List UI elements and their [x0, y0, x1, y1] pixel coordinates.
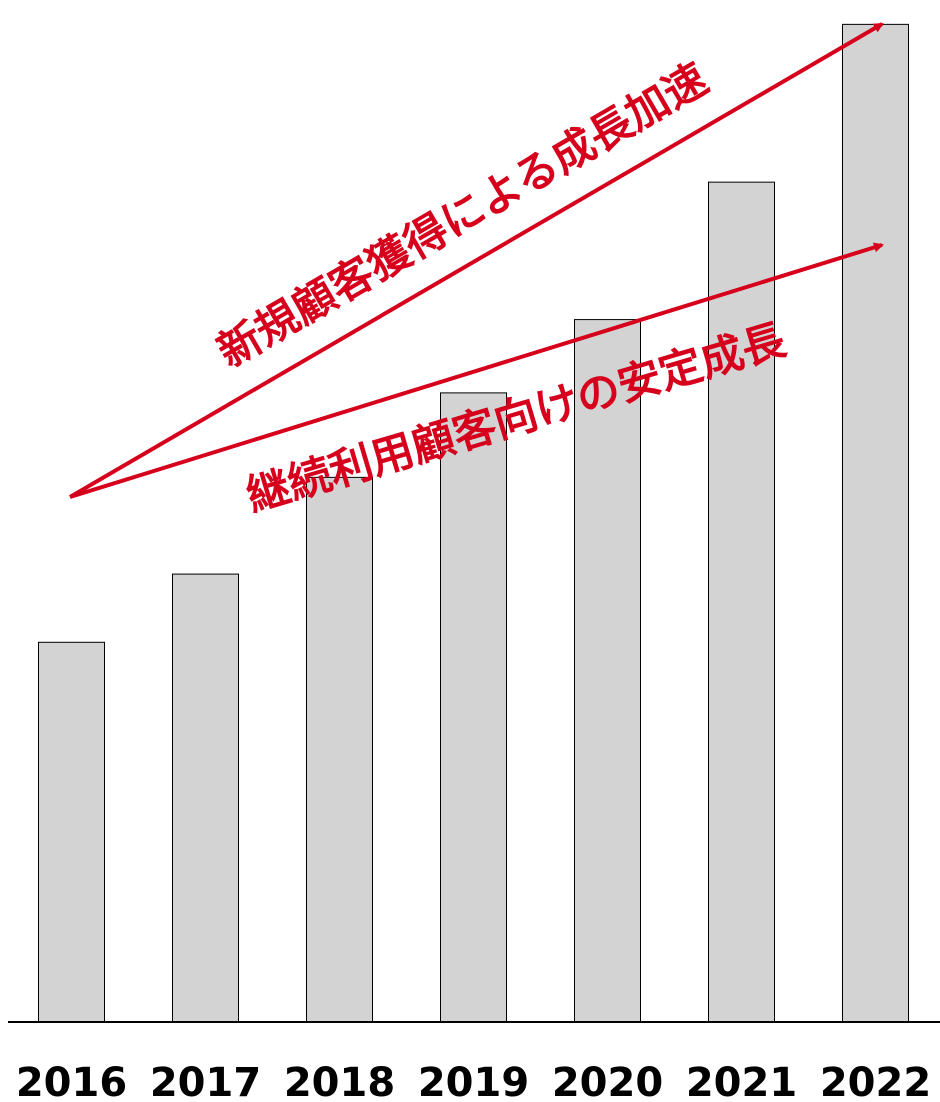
bar-2019: [440, 392, 507, 1023]
x-tick-label-2019: 2019: [418, 1060, 529, 1102]
x-tick-labels: 2016 2017 2018 2019 2020 2021 2022: [16, 1060, 931, 1102]
x-tick-label-2021: 2021: [686, 1060, 797, 1102]
bar-2018: [306, 476, 373, 1023]
bar-2022: [842, 23, 909, 1023]
bar-2020: [574, 319, 641, 1023]
growth-arrow-new-customers: [68, 22, 884, 499]
x-tick-label-2016: 2016: [16, 1060, 127, 1102]
x-tick-label-2017: 2017: [150, 1060, 261, 1102]
bars-group: [38, 23, 909, 1023]
x-tick-label-2018: 2018: [284, 1060, 395, 1102]
bar-2017: [172, 573, 239, 1023]
bar-2021: [708, 181, 775, 1023]
growth-arrow-recurring-customers: [69, 242, 884, 499]
x-tick-label-2020: 2020: [552, 1060, 663, 1102]
bar-2016: [38, 641, 105, 1023]
x-tick-label-2022: 2022: [820, 1060, 931, 1102]
